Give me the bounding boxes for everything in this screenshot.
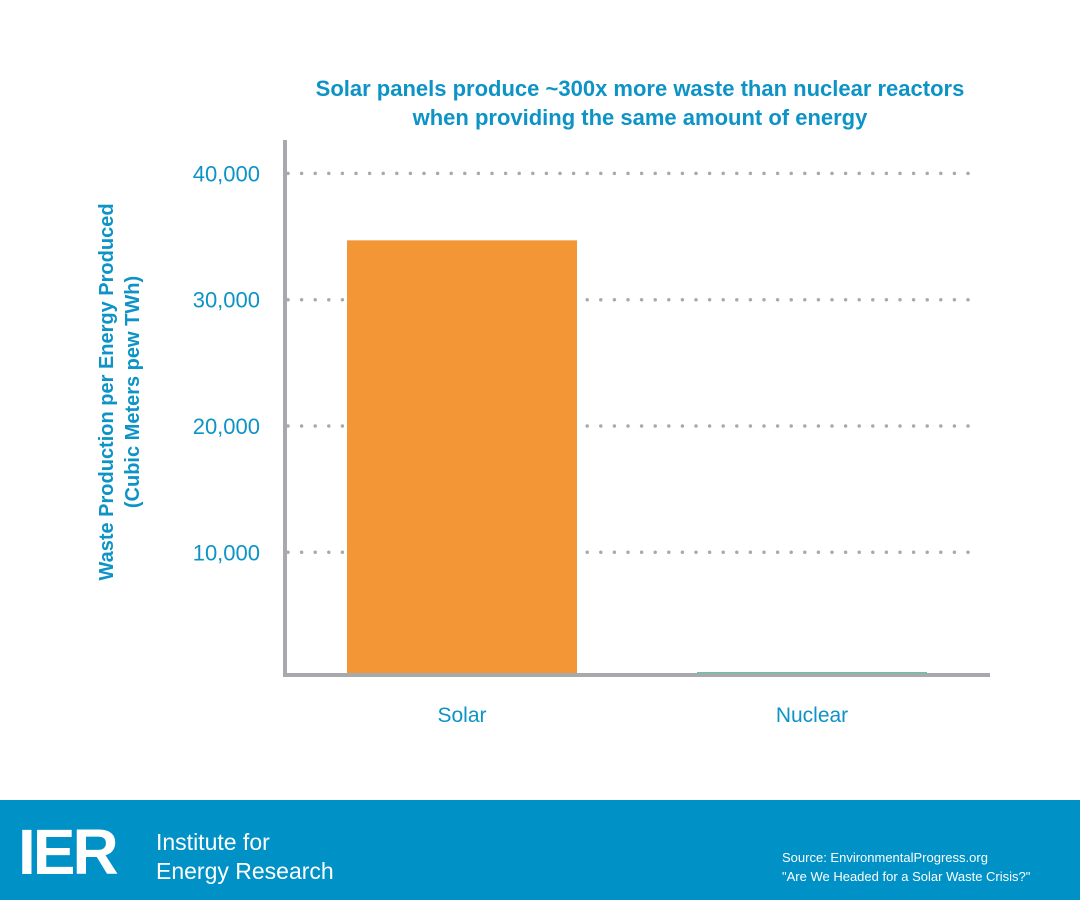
source-note: Source: EnvironmentalProgress.org "Are W… [782,848,1030,886]
source-line-1: Source: EnvironmentalProgress.org [782,850,988,865]
ier-logo: IER [18,816,119,888]
source-line-2: "Are We Headed for a Solar Waste Crisis?… [782,869,1031,884]
org-name-line-2: Energy Research [156,858,334,884]
org-name: Institute for Energy Research [156,828,334,886]
x-tick-label: Nuclear [776,704,848,727]
title-line-1: Solar panels produce ~300x more waste th… [315,76,965,101]
chart-title: Solar panels produce ~300x more waste th… [280,74,1000,132]
bar-solar [347,240,577,676]
title-line-2: when providing the same amount of energy [412,105,868,130]
y-tick-label: 40,000 [193,161,260,186]
y-tick-label: 30,000 [193,288,260,313]
bar-chart: 10,000 20,000 30,000 40,000 Solar Nuclear [193,140,990,727]
y-tick-label: 20,000 [193,414,260,439]
footer: IER Institute for Energy Research Source… [0,800,1080,900]
y-tick-label: 10,000 [193,540,260,565]
x-tick-label: Solar [437,704,486,727]
org-name-line-1: Institute for [156,829,270,855]
